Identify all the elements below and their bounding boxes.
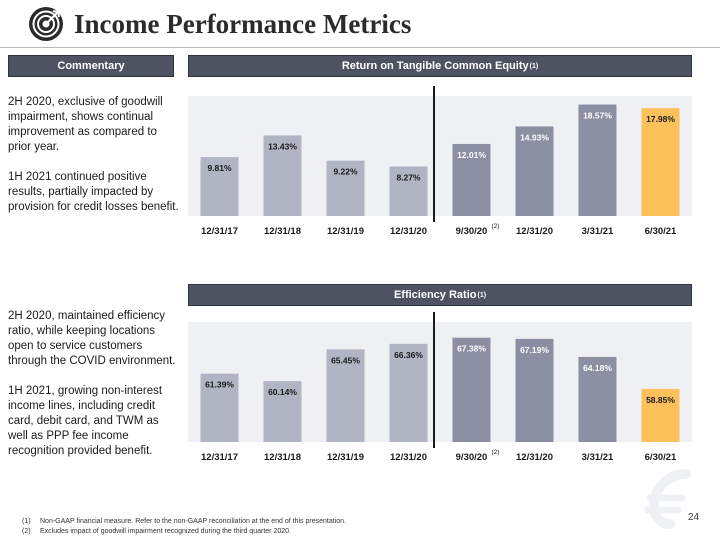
page-title: Income Performance Metrics bbox=[74, 8, 412, 39]
efficiency-data-label: 58.85% bbox=[646, 395, 675, 405]
efficiency-tick-label: 12/31/19 bbox=[327, 452, 364, 463]
rotce-data-label: 18.57% bbox=[583, 111, 612, 121]
rotce-bar bbox=[515, 126, 554, 216]
efficiency-tick-label: 12/31/18 bbox=[264, 452, 301, 463]
footnote-1: (1) Non-GAAP financial measure. Refer to … bbox=[22, 517, 346, 527]
efficiency-data-label: 65.45% bbox=[331, 355, 360, 365]
rotce-data-label: 9.22% bbox=[333, 167, 358, 177]
efficiency-tick-label: 3/31/21 bbox=[582, 452, 614, 463]
target-logo-icon bbox=[29, 7, 63, 41]
efficiency-tick-label: 12/31/20 bbox=[390, 452, 427, 463]
efficiency-data-label: 64.18% bbox=[583, 363, 612, 373]
commentary-paragraph: 2H 2020, maintained efficiency ratio, wh… bbox=[8, 310, 176, 367]
rotce-bar bbox=[641, 108, 680, 216]
rotce-bar bbox=[452, 143, 491, 216]
commentary-block-efficiency: 2H 2020, maintained efficiency ratio, wh… bbox=[8, 309, 180, 474]
efficiency-bar bbox=[263, 381, 302, 442]
commentary-paragraph: 1H 2021 continued positive results, part… bbox=[8, 171, 179, 213]
rotce-data-label: 17.98% bbox=[646, 114, 675, 124]
efficiency-bar bbox=[452, 337, 491, 442]
page-number: 24 bbox=[688, 512, 700, 523]
efficiency-chart-header: Efficiency Ratio (1) bbox=[188, 284, 692, 306]
rotce-bar bbox=[200, 157, 239, 216]
efficiency-bar bbox=[326, 349, 365, 442]
footnotes: (1) Non-GAAP financial measure. Refer to … bbox=[22, 517, 346, 537]
rotce-chart-title: Return on Tangible Common Equity bbox=[341, 60, 529, 72]
efficiency-data-label: 61.39% bbox=[205, 380, 234, 390]
efficiency-bar bbox=[389, 343, 428, 442]
rotce-data-label: 8.27% bbox=[396, 172, 421, 182]
title-row: Income Performance Metrics bbox=[28, 4, 411, 44]
efficiency-data-label: 67.38% bbox=[457, 344, 486, 354]
corner-brand-logo-icon bbox=[644, 469, 691, 529]
rotce-tick-label: 6/30/21 bbox=[645, 226, 677, 237]
rotce-data-label: 9.81% bbox=[207, 163, 232, 173]
efficiency-bar bbox=[200, 373, 239, 442]
efficiency-bar bbox=[515, 338, 554, 442]
commentary-paragraph: 1H 2021, growing non-interest income lin… bbox=[8, 385, 163, 457]
rotce-tick-label: 12/31/20 bbox=[390, 226, 427, 237]
commentary-paragraph: 2H 2020, exclusive of goodwill impairmen… bbox=[8, 96, 163, 153]
efficiency-chart: 61.39% 12/31/17 60.14% 12/31/18 65.45% 12/31/… bbox=[188, 312, 692, 477]
rotce-chart: 9.81% 12/31/17 13.43% 12/31/18 9.22% 12/31/19… bbox=[188, 86, 692, 251]
footnote-1-number: (1) bbox=[22, 518, 31, 525]
efficiency-bar bbox=[641, 388, 680, 442]
rotce-bar bbox=[389, 166, 428, 216]
commentary-header-label: Commentary bbox=[57, 60, 125, 72]
footnote-2-text: Excludes impact of goodwill impairment r… bbox=[40, 528, 291, 535]
efficiency-data-label: 66.36% bbox=[394, 350, 423, 360]
footnote-2: (2) Excludes impact of goodwill impairmen… bbox=[22, 527, 346, 537]
rotce-chart-title-footnote: (1) bbox=[529, 62, 539, 70]
title-divider bbox=[0, 47, 720, 48]
rotce-data-label: 13.43% bbox=[268, 141, 297, 151]
rotce-tick-label: 12/31/20 bbox=[516, 226, 553, 237]
rotce-data-label: 14.93% bbox=[520, 132, 549, 142]
efficiency-tick-label: 9/30/20 bbox=[456, 452, 488, 463]
efficiency-chart-svg: 61.39% 12/31/17 60.14% 12/31/18 65.45% 12/31/… bbox=[188, 312, 692, 463]
efficiency-tick-footnote: (2) bbox=[492, 449, 500, 456]
rotce-tick-label: 12/31/18 bbox=[264, 226, 301, 237]
rotce-tick-label: 12/31/19 bbox=[327, 226, 364, 237]
efficiency-chart-title-footnote: (1) bbox=[477, 291, 487, 299]
efficiency-tick-label: 6/30/21 bbox=[645, 452, 677, 463]
commentary-block-rotce: 2H 2020, exclusive of goodwill impairmen… bbox=[8, 95, 180, 230]
efficiency-chart-title: Efficiency Ratio bbox=[393, 289, 477, 301]
rotce-chart-header: Return on Tangible Common Equity (1) bbox=[188, 55, 692, 77]
rotce-tick-label: 3/31/21 bbox=[582, 226, 614, 237]
rotce-bar bbox=[326, 160, 365, 216]
efficiency-tick-label: 12/31/17 bbox=[201, 452, 238, 463]
efficiency-bar bbox=[578, 356, 617, 442]
footnote-2-number: (2) bbox=[22, 528, 31, 535]
efficiency-tick-label: 12/31/20 bbox=[516, 452, 553, 463]
rotce-bar bbox=[578, 104, 617, 216]
rotce-tick-label: 9/30/20 bbox=[456, 226, 488, 237]
rotce-tick-label: 12/31/17 bbox=[201, 226, 238, 237]
efficiency-data-label: 67.19% bbox=[520, 345, 549, 355]
rotce-bar bbox=[263, 135, 302, 216]
efficiency-data-label: 60.14% bbox=[268, 387, 297, 397]
rotce-data-label: 12.01% bbox=[457, 150, 486, 160]
rotce-chart-svg: 9.81% 12/31/17 13.43% 12/31/18 9.22% 12/31/19… bbox=[188, 86, 692, 237]
footnote-1-text: Non-GAAP financial measure. Refer to the… bbox=[40, 518, 346, 525]
rotce-tick-footnote: (2) bbox=[492, 223, 500, 230]
commentary-header: Commentary bbox=[8, 55, 174, 77]
